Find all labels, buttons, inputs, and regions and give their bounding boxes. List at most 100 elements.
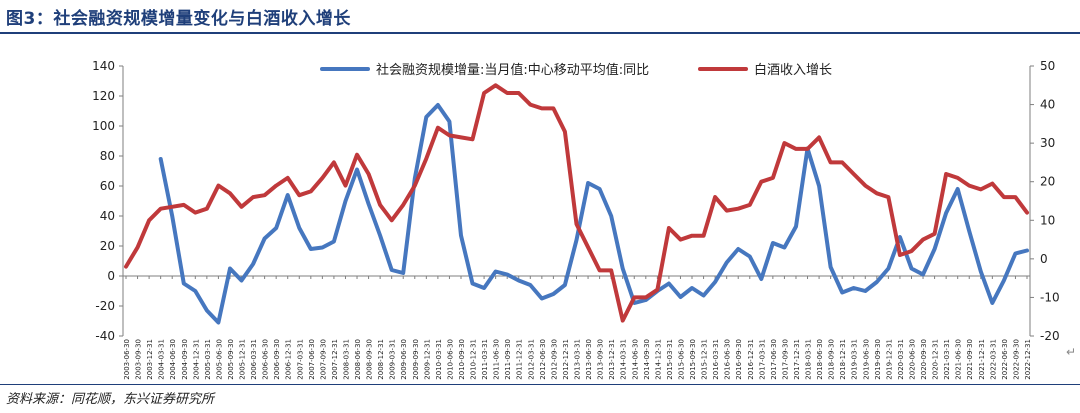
right-tick-label: 10 bbox=[1040, 213, 1055, 227]
x-tick-label: 2017-12-31 bbox=[793, 339, 801, 380]
x-tick-label: 2013-12-31 bbox=[608, 339, 616, 380]
x-tick-label: 2008-06-30 bbox=[354, 339, 362, 380]
x-tick-label: 2005-06-30 bbox=[215, 339, 223, 380]
right-tick-label: 40 bbox=[1040, 98, 1055, 112]
x-tick-label: 2004-12-31 bbox=[192, 339, 200, 380]
x-tick-label: 2010-03-31 bbox=[435, 339, 443, 380]
x-tick-label: 2007-06-30 bbox=[308, 339, 316, 380]
left-tick-label: 140 bbox=[92, 59, 115, 73]
x-tick-label: 2014-03-31 bbox=[620, 339, 628, 380]
x-tick-label: 2004-03-31 bbox=[158, 339, 166, 380]
x-tick-label: 2007-03-31 bbox=[296, 339, 304, 380]
bottom-divider bbox=[0, 384, 1080, 385]
x-tick-label: 2004-06-30 bbox=[169, 339, 177, 380]
x-tick-label: 2011-09-30 bbox=[504, 339, 512, 380]
x-tick-label: 2012-09-30 bbox=[550, 339, 558, 380]
x-tick-label: 2016-06-30 bbox=[724, 339, 732, 380]
x-tick-label: 2009-09-30 bbox=[412, 339, 420, 380]
left-tick-label: 100 bbox=[92, 119, 115, 133]
x-tick-label: 2009-12-31 bbox=[423, 339, 431, 380]
x-tick-label: 2006-06-30 bbox=[262, 339, 270, 380]
series-line-2 bbox=[124, 83, 1029, 323]
x-tick-label: 2006-09-30 bbox=[273, 339, 281, 380]
legend-label-2: 白酒收入增长 bbox=[754, 62, 832, 78]
left-tick-label: -20 bbox=[95, 299, 115, 313]
x-tick-label: 2022-12-31 bbox=[1024, 339, 1032, 380]
x-tick-label: 2012-06-30 bbox=[539, 339, 547, 380]
x-tick-label: 2012-12-31 bbox=[562, 339, 570, 380]
chart-legend: 社会融资规模增量:当月值:中心移动平均值:同比 白酒收入增长 bbox=[320, 62, 832, 78]
x-tick-label: 2013-09-30 bbox=[597, 339, 605, 380]
x-tick-label: 2005-03-31 bbox=[204, 339, 212, 380]
x-tick-label: 2009-03-31 bbox=[389, 339, 397, 380]
title-divider bbox=[0, 32, 1080, 34]
x-tick-label: 2003-09-30 bbox=[135, 339, 143, 380]
x-tick-label: 2015-06-30 bbox=[677, 339, 685, 380]
x-tick-label: 2011-03-31 bbox=[481, 339, 489, 380]
x-tick-label: 2009-06-30 bbox=[400, 339, 408, 380]
x-tick-label: 2003-12-31 bbox=[146, 339, 154, 380]
line-chart: -40 -20 0 20 40 60 80 100 120 140 -20 -10 0 10 20 30 40 5… bbox=[92, 59, 1060, 380]
x-tick-label: 2011-12-31 bbox=[516, 339, 524, 380]
x-tick-label: 2021-09-30 bbox=[966, 339, 974, 380]
x-tick-label: 2012-03-31 bbox=[527, 339, 535, 380]
left-tick-label: -40 bbox=[95, 329, 115, 343]
x-tick-label: 2018-06-30 bbox=[816, 339, 824, 380]
x-tick-label: 2007-12-31 bbox=[331, 339, 339, 380]
figure-title: 图3：社会融资规模增量变化与白酒收入增长 bbox=[6, 9, 351, 29]
x-tick-label: 2020-09-30 bbox=[920, 339, 928, 380]
x-tick-label: 2020-06-30 bbox=[908, 339, 916, 380]
left-tick-label: 0 bbox=[107, 269, 115, 283]
x-tick-label: 2019-09-30 bbox=[874, 339, 882, 380]
left-tick-label: 120 bbox=[92, 89, 115, 103]
x-tick-label: 2016-03-31 bbox=[712, 339, 720, 380]
right-tick-label: -10 bbox=[1040, 290, 1060, 304]
x-tick-label: 2016-09-30 bbox=[735, 339, 743, 380]
x-tick-label: 2017-09-30 bbox=[781, 339, 789, 380]
right-tick-label: 0 bbox=[1040, 252, 1048, 266]
x-tick-label: 2022-09-30 bbox=[1012, 339, 1020, 380]
right-tick-label: 30 bbox=[1040, 136, 1055, 150]
left-tick-label: 60 bbox=[100, 179, 115, 193]
x-tick-label: 2015-03-31 bbox=[666, 339, 674, 380]
x-tick-label: 2022-06-30 bbox=[1001, 339, 1009, 380]
x-tick-label: 2021-06-30 bbox=[955, 339, 963, 380]
x-tick-label: 2005-12-31 bbox=[239, 339, 247, 380]
x-tick-label: 2019-12-31 bbox=[885, 339, 893, 380]
series-line-1 bbox=[158, 103, 1029, 325]
x-tick-label: 2006-12-31 bbox=[285, 339, 293, 380]
left-tick-label: 20 bbox=[100, 239, 115, 253]
x-tick-label: 2017-03-31 bbox=[758, 339, 766, 380]
x-tick-label: 2022-03-31 bbox=[989, 339, 997, 380]
x-tick-label: 2008-12-31 bbox=[377, 339, 385, 380]
chart-axes: -40 -20 0 20 40 60 80 100 120 140 -20 -10 0 10 20 30 40 5… bbox=[92, 59, 1060, 380]
x-tick-label: 2004-09-30 bbox=[181, 339, 189, 380]
x-tick-label: 2014-06-30 bbox=[631, 339, 639, 380]
x-tick-label: 2010-06-30 bbox=[446, 339, 454, 380]
source-note: 资料来源：同花顺，东兴证券研究所 bbox=[6, 392, 215, 407]
x-tick-label: 2020-03-31 bbox=[897, 339, 905, 380]
right-tick-label: 50 bbox=[1040, 59, 1055, 73]
x-tick-label: 2021-12-31 bbox=[978, 339, 986, 380]
x-tick-label: 2014-09-30 bbox=[643, 339, 651, 380]
paragraph-mark: ↵ bbox=[1066, 345, 1077, 359]
chart-lines bbox=[124, 83, 1029, 325]
right-tick-label: -20 bbox=[1040, 329, 1060, 343]
left-tick-label: 80 bbox=[100, 149, 115, 163]
x-tick-label: 2013-06-30 bbox=[585, 339, 593, 380]
x-tick-label: 2018-12-31 bbox=[839, 339, 847, 380]
x-tick-label: 2010-12-31 bbox=[470, 339, 478, 380]
x-tick-label: 2019-03-31 bbox=[851, 339, 859, 380]
x-tick-label: 2005-09-30 bbox=[227, 339, 235, 380]
x-tick-label: 2015-09-30 bbox=[689, 339, 697, 380]
x-tick-label: 2020-12-31 bbox=[932, 339, 940, 380]
left-tick-label: 40 bbox=[100, 209, 115, 223]
x-tick-label: 2011-06-30 bbox=[493, 339, 501, 380]
x-tick-label: 2019-06-30 bbox=[862, 339, 870, 380]
x-tick-label: 2016-12-31 bbox=[747, 339, 755, 380]
x-tick-label: 2015-12-31 bbox=[701, 339, 709, 380]
x-tick-label: 2007-09-30 bbox=[319, 339, 327, 380]
x-tick-label: 2003-06-30 bbox=[123, 339, 131, 380]
x-tick-label: 2018-09-30 bbox=[828, 339, 836, 380]
x-tick-label: 2013-03-31 bbox=[574, 339, 582, 380]
